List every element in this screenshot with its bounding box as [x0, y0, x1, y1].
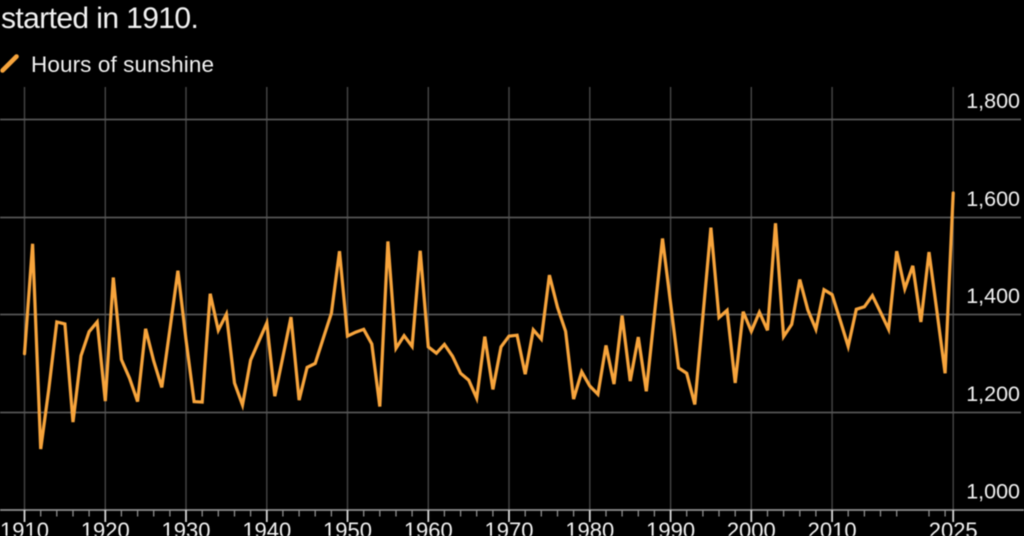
svg-text:1,800: 1,800 [966, 89, 1020, 113]
svg-text:1970: 1970 [485, 518, 534, 536]
svg-text:2000: 2000 [727, 518, 776, 536]
svg-text:1,600: 1,600 [966, 187, 1020, 211]
svg-text:2025: 2025 [929, 518, 978, 536]
svg-text:1920: 1920 [81, 518, 130, 536]
svg-text:1980: 1980 [565, 518, 614, 536]
svg-text:1930: 1930 [162, 518, 211, 536]
svg-text:1,200: 1,200 [966, 382, 1020, 406]
svg-text:1950: 1950 [323, 518, 372, 536]
svg-text:1960: 1960 [404, 518, 453, 536]
svg-text:1990: 1990 [646, 518, 695, 536]
svg-text:1,000: 1,000 [966, 480, 1020, 504]
svg-text:1910: 1910 [0, 518, 49, 536]
svg-text:2010: 2010 [808, 518, 857, 536]
svg-text:1940: 1940 [242, 518, 291, 536]
svg-text:1,400: 1,400 [966, 284, 1020, 308]
